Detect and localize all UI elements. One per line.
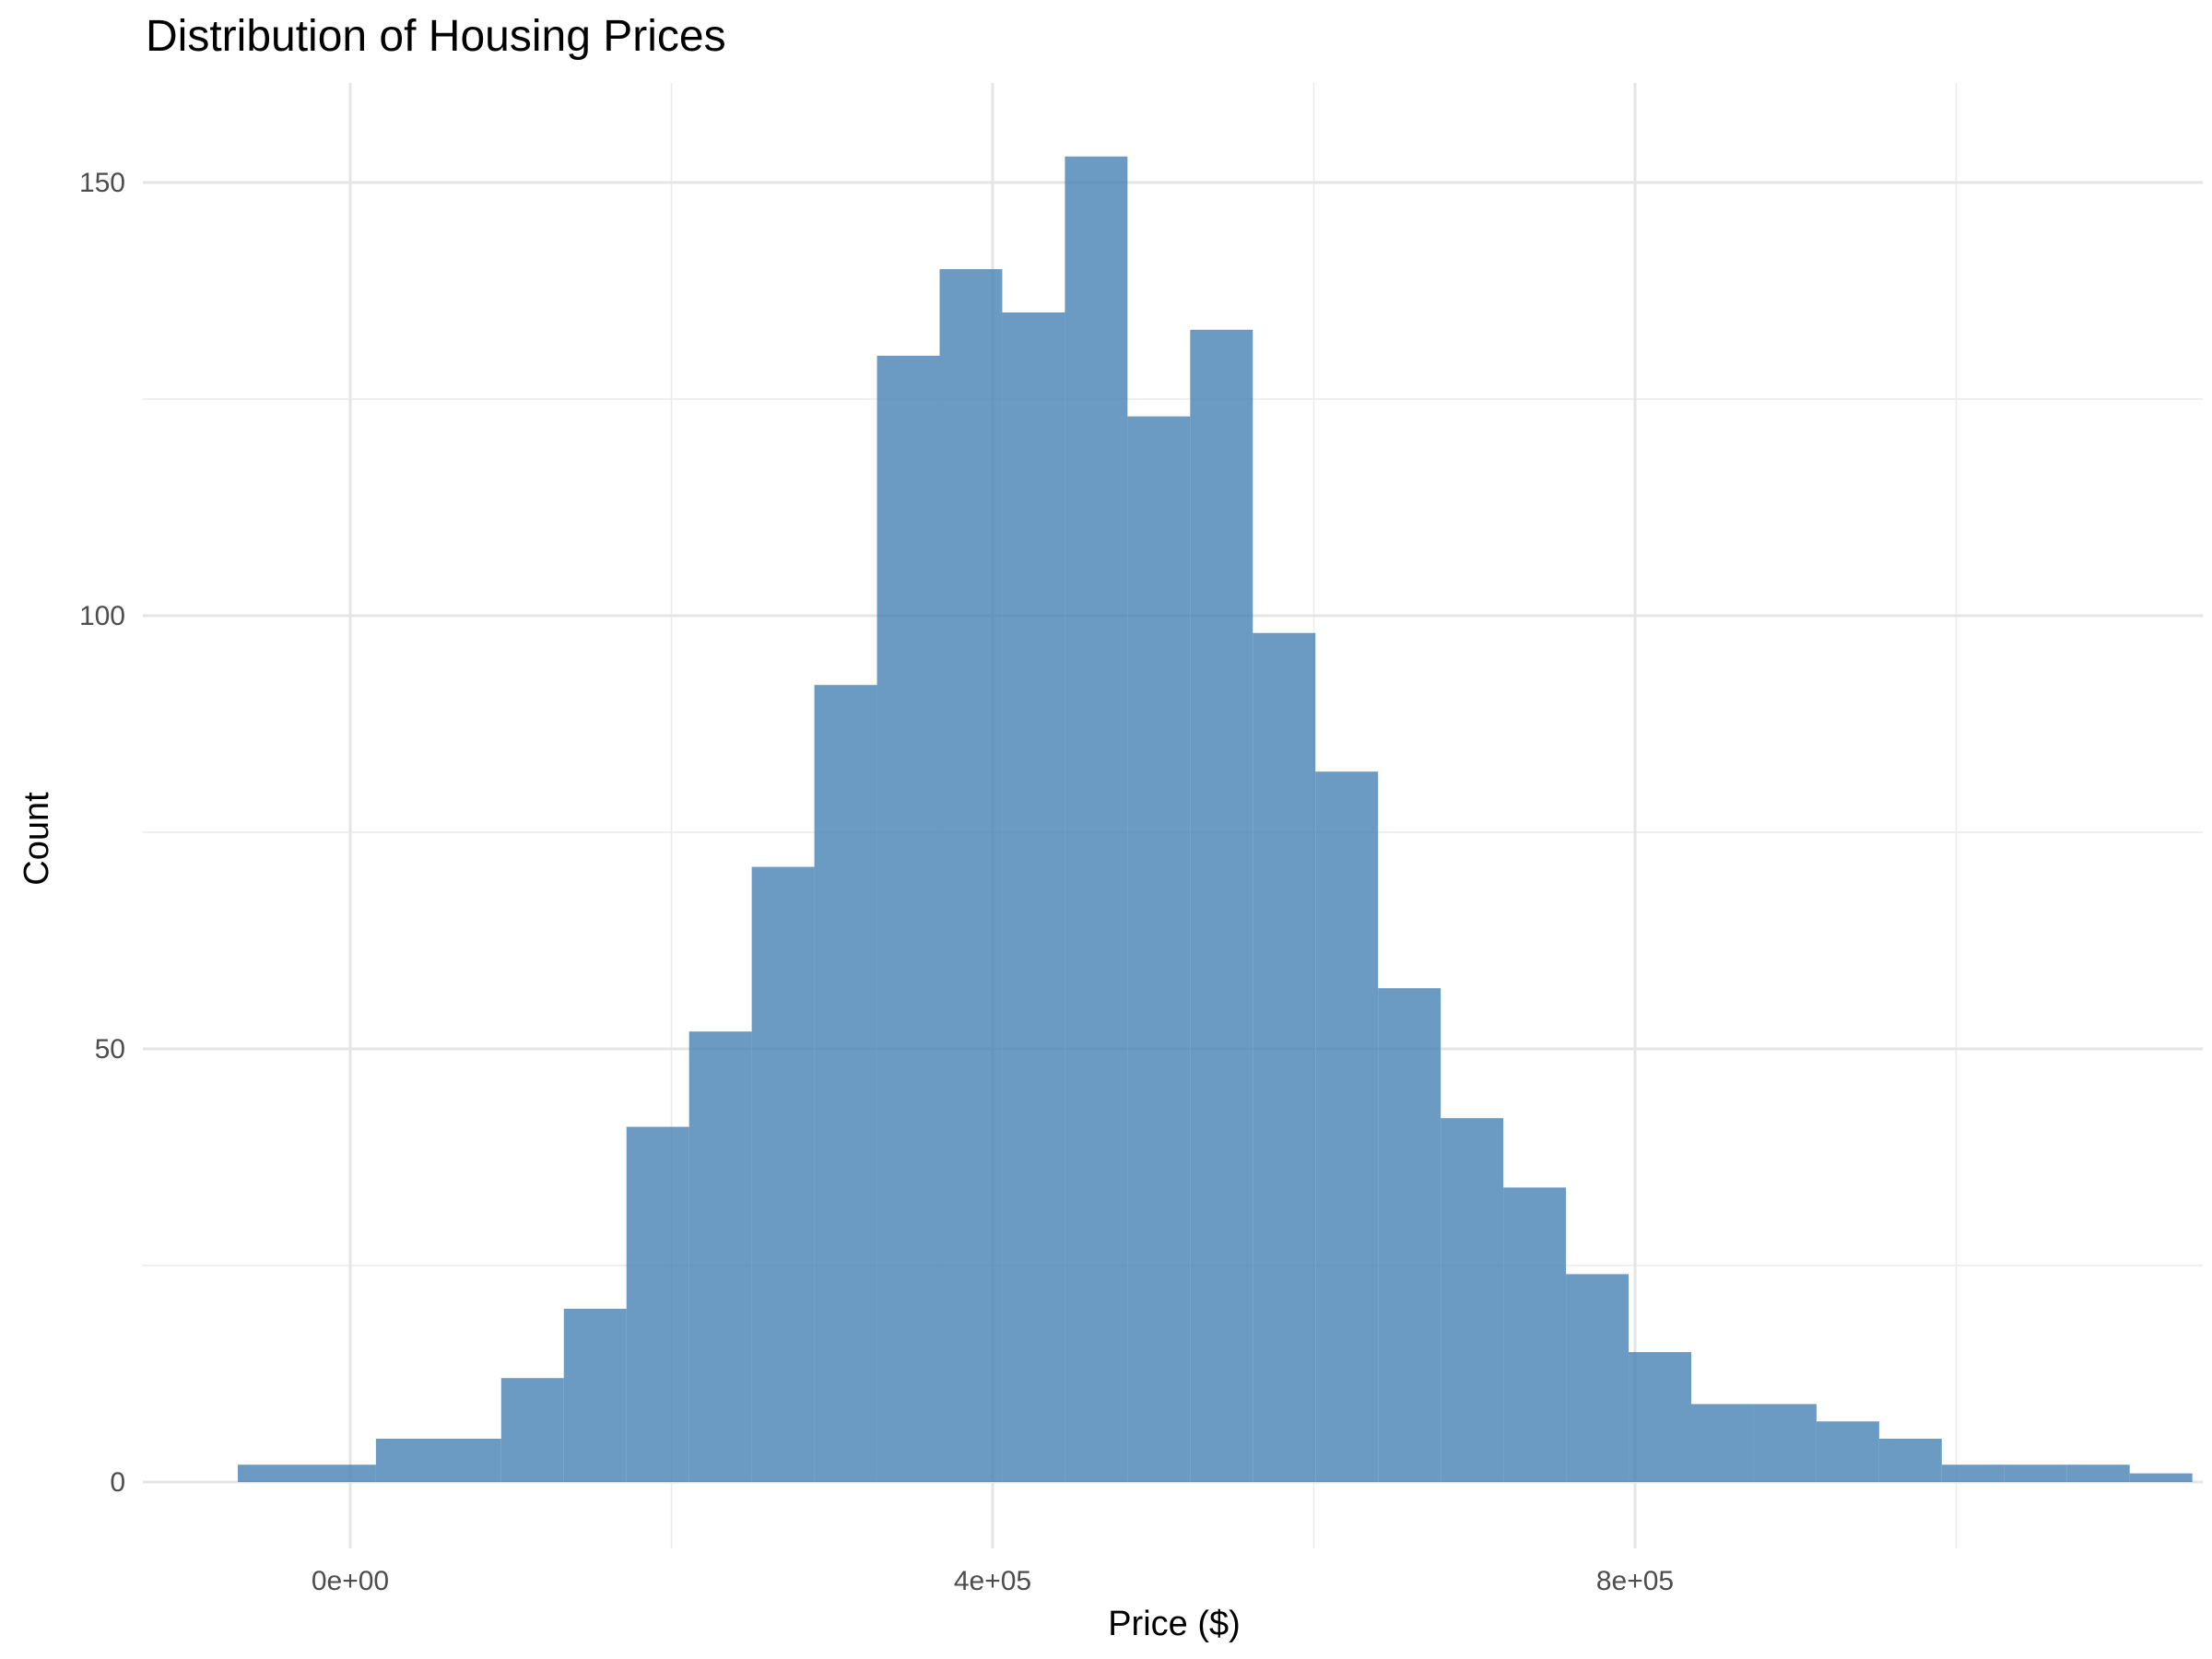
histogram-bar xyxy=(751,866,815,1482)
histogram-bar xyxy=(2066,1465,2130,1482)
histogram-bar xyxy=(238,1465,350,1482)
histogram-bar xyxy=(500,1378,564,1482)
histogram-bar xyxy=(1690,1404,1754,1482)
histogram-bar xyxy=(1315,771,1379,1482)
histogram-bar xyxy=(626,1126,689,1482)
histogram-bar xyxy=(2129,1473,2193,1482)
histogram-bar xyxy=(1378,988,1441,1482)
histogram-bar xyxy=(1190,329,1253,1482)
histogram-bar xyxy=(814,685,877,1482)
histogram-bar xyxy=(1002,312,1065,1482)
histogram-bar xyxy=(2004,1465,2067,1482)
histogram-bar xyxy=(877,356,940,1482)
histogram-bar xyxy=(1941,1465,2005,1482)
histogram-bar xyxy=(375,1439,501,1482)
histogram-bar xyxy=(939,269,1003,1482)
y-tick-label: 0 xyxy=(110,1467,125,1498)
histogram-bar xyxy=(1753,1404,1817,1482)
histogram-bars xyxy=(238,156,2193,1482)
x-tick-label: 8e+05 xyxy=(1596,1566,1674,1596)
histogram-bar xyxy=(350,1465,376,1482)
x-tick-label: 4e+05 xyxy=(954,1566,1031,1596)
y-tick-label: 150 xyxy=(79,168,125,198)
y-tick-label: 100 xyxy=(79,601,125,631)
histogram-bar xyxy=(1878,1439,1942,1482)
y-tick-label: 50 xyxy=(95,1034,125,1065)
x-tick-label: 0e+00 xyxy=(312,1566,389,1596)
histogram-bar xyxy=(688,1031,752,1482)
y-axis-title: Count xyxy=(18,792,56,886)
x-axis-title: Price ($) xyxy=(1108,1605,1241,1643)
histogram-bar xyxy=(1503,1187,1567,1482)
histogram-bar xyxy=(1629,1352,1691,1482)
histogram-bar xyxy=(1127,416,1191,1482)
histogram-bar xyxy=(1441,1118,1504,1482)
chart-title: Distribution of Housing Prices xyxy=(146,12,726,61)
histogram-bar xyxy=(1253,632,1316,1482)
histogram-bar xyxy=(1065,156,1128,1482)
tick-labels: 0e+00 4e+05 8e+05 0 50 100 150 xyxy=(79,168,1674,1596)
histogram-bar xyxy=(1566,1274,1630,1482)
histogram-bar xyxy=(563,1309,627,1482)
histogram-bar xyxy=(1816,1421,1879,1482)
